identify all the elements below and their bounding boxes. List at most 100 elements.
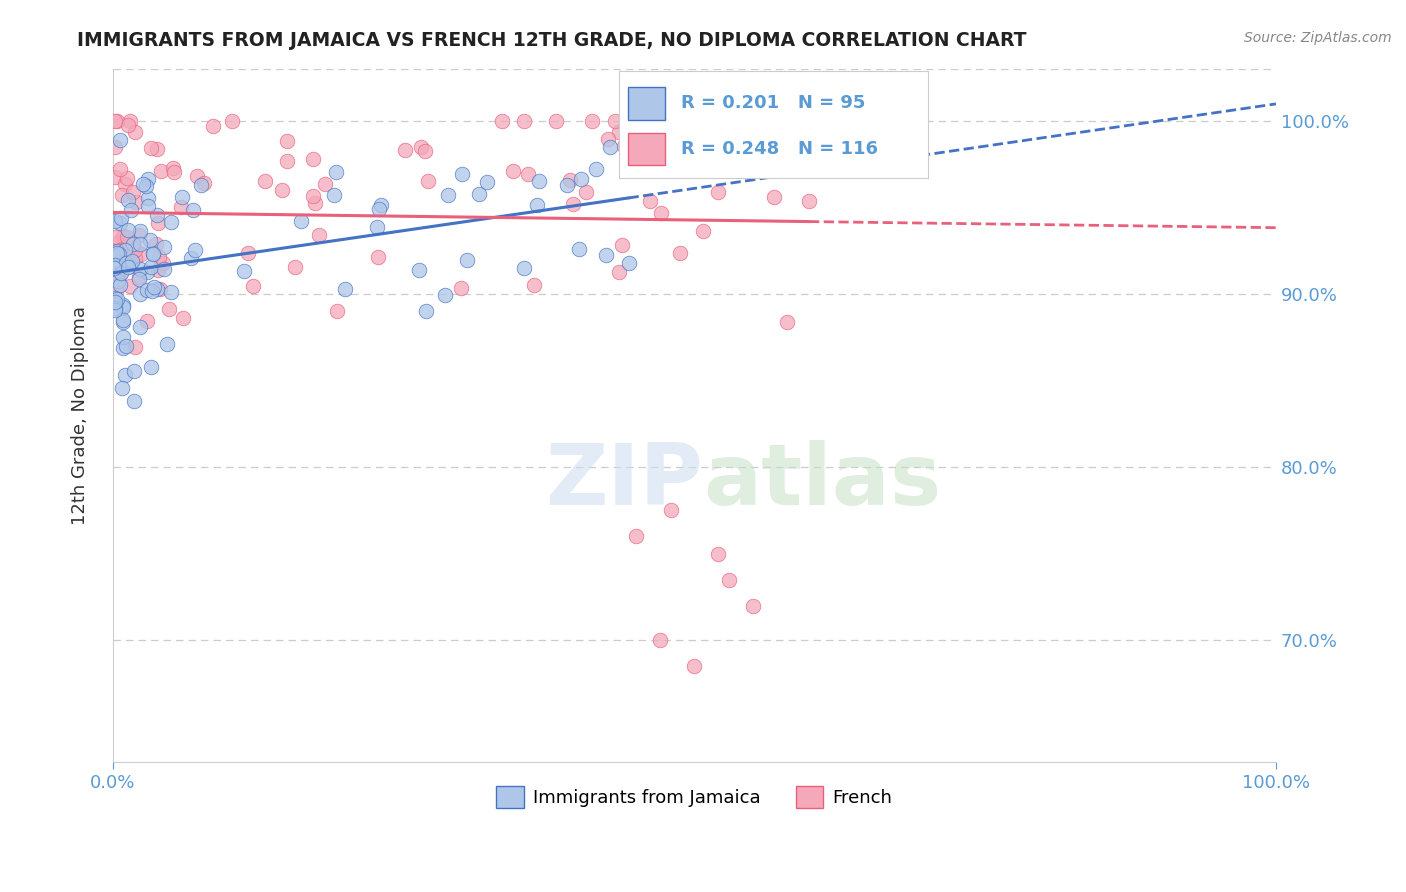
Point <box>105 267 128 281</box>
Point <box>790 138 813 153</box>
Point <box>569 171 592 186</box>
Point <box>136 191 159 205</box>
Point <box>491 113 513 128</box>
Point <box>103 301 125 315</box>
Point <box>638 194 661 209</box>
Point <box>157 302 180 317</box>
Point <box>468 187 491 202</box>
Point <box>544 114 567 128</box>
Point <box>242 278 264 293</box>
Point <box>107 274 129 288</box>
Point <box>612 238 634 252</box>
Point <box>152 240 174 254</box>
Point <box>613 138 636 153</box>
Point <box>762 113 785 128</box>
Point <box>314 178 336 192</box>
Point <box>152 256 174 270</box>
Point <box>108 162 131 177</box>
Point <box>117 193 139 207</box>
Point <box>110 211 132 226</box>
Point <box>128 271 150 285</box>
Point <box>108 267 131 281</box>
Point <box>700 113 723 128</box>
Point <box>124 251 146 265</box>
Point <box>308 228 330 243</box>
Point <box>146 282 169 296</box>
Point <box>115 230 138 244</box>
Point <box>186 169 208 183</box>
Point <box>114 178 136 192</box>
Point <box>141 247 163 261</box>
Point <box>145 236 167 251</box>
Point <box>145 142 167 156</box>
Point <box>671 113 693 128</box>
Point <box>172 310 194 325</box>
Point <box>146 263 169 277</box>
Point <box>607 125 630 139</box>
Point <box>302 152 325 166</box>
Point <box>108 247 131 261</box>
Point <box>796 113 818 128</box>
Point <box>105 244 128 259</box>
Point <box>759 113 782 128</box>
Point <box>394 144 416 158</box>
Point <box>783 113 806 128</box>
Point <box>595 248 617 262</box>
Point <box>650 206 672 220</box>
Point <box>502 163 524 178</box>
Point <box>304 195 326 210</box>
Point <box>560 172 582 186</box>
Point <box>105 284 128 298</box>
Point <box>121 254 143 268</box>
Point <box>762 190 785 204</box>
Text: R = 0.248   N = 116: R = 0.248 N = 116 <box>681 140 877 158</box>
Point <box>139 141 162 155</box>
Point <box>529 173 551 187</box>
Point <box>696 113 718 128</box>
Point <box>128 224 150 238</box>
Point <box>129 237 152 252</box>
Point <box>322 187 344 202</box>
Point <box>129 287 152 301</box>
Point <box>124 394 146 409</box>
Point <box>335 282 357 296</box>
Point <box>148 250 170 264</box>
Point <box>411 140 433 154</box>
Point <box>513 260 536 275</box>
Point <box>104 258 127 272</box>
Point <box>128 228 150 243</box>
Point <box>581 113 603 128</box>
Point <box>475 175 498 189</box>
Point <box>450 281 472 295</box>
Point <box>136 172 159 186</box>
Point <box>124 364 146 378</box>
Point <box>562 197 585 211</box>
Point <box>193 177 215 191</box>
Point <box>153 262 176 277</box>
Point <box>132 177 155 191</box>
Point <box>135 283 157 297</box>
Point <box>325 303 347 318</box>
Point <box>716 156 738 170</box>
Point <box>707 185 730 199</box>
Point <box>124 125 146 139</box>
Point <box>456 253 478 268</box>
Y-axis label: 12th Grade, No Diploma: 12th Grade, No Diploma <box>72 306 89 524</box>
Point <box>112 298 135 312</box>
Point <box>290 213 312 227</box>
Point <box>368 202 391 216</box>
Point <box>110 266 132 280</box>
Point <box>160 285 183 300</box>
Point <box>105 113 128 128</box>
Point <box>202 120 225 134</box>
Point <box>418 174 440 188</box>
Point <box>190 178 212 193</box>
Point <box>128 269 150 284</box>
Point <box>108 133 131 147</box>
Point <box>159 215 181 229</box>
Point <box>648 633 671 648</box>
Point <box>118 278 141 293</box>
Point <box>254 174 277 188</box>
Point <box>118 260 141 274</box>
FancyBboxPatch shape <box>628 133 665 165</box>
